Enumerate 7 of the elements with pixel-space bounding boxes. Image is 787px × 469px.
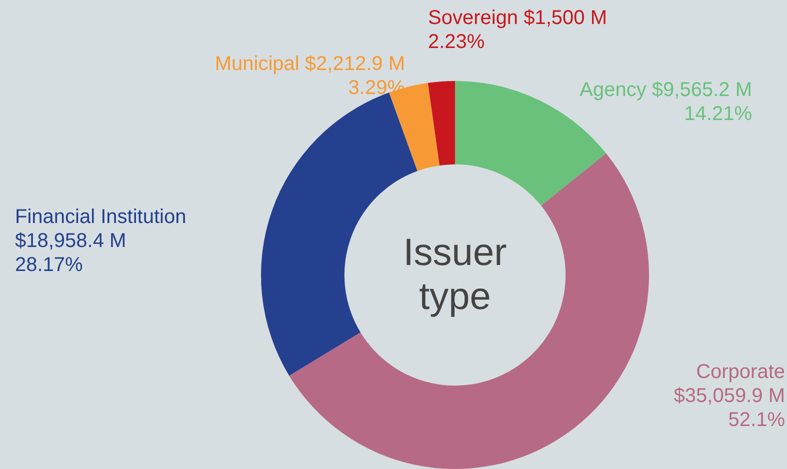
text: Issuer type bbox=[402, 231, 508, 319]
data-label: $35,059.9 M 52.1% bbox=[674, 385, 785, 431]
slice-label: Corporate bbox=[696, 361, 785, 383]
data-label: $18,958.4 M 28.17% bbox=[15, 230, 126, 276]
slice-label: Sovereign $1,500 M 2.23% bbox=[428, 6, 608, 54]
slice-label: Agency $9,565.2 M 14.21% bbox=[580, 78, 752, 126]
slice-label: Financial Institution bbox=[15, 206, 186, 228]
